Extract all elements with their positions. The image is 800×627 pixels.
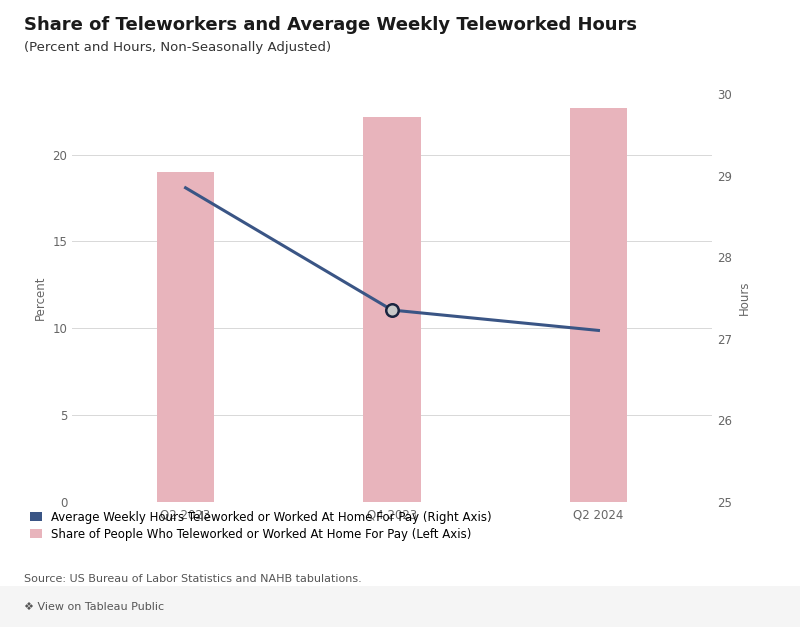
Bar <box>570 108 627 502</box>
Legend: Average Weekly Hours Teleworked or Worked At Home For Pay (Right Axis), Share of: Average Weekly Hours Teleworked or Worke… <box>30 510 492 540</box>
Text: (Percent and Hours, Non-Seasonally Adjusted): (Percent and Hours, Non-Seasonally Adjus… <box>24 41 331 54</box>
Y-axis label: Hours: Hours <box>738 280 750 315</box>
Y-axis label: Percent: Percent <box>34 276 46 320</box>
Text: Source: US Bureau of Labor Statistics and NAHB tabulations.: Source: US Bureau of Labor Statistics an… <box>24 574 362 584</box>
Bar <box>157 172 214 502</box>
Text: ❖ View on Tableau Public: ❖ View on Tableau Public <box>24 602 164 611</box>
Bar <box>363 117 421 502</box>
Text: Share of Teleworkers and Average Weekly Teleworked Hours: Share of Teleworkers and Average Weekly … <box>24 16 637 34</box>
